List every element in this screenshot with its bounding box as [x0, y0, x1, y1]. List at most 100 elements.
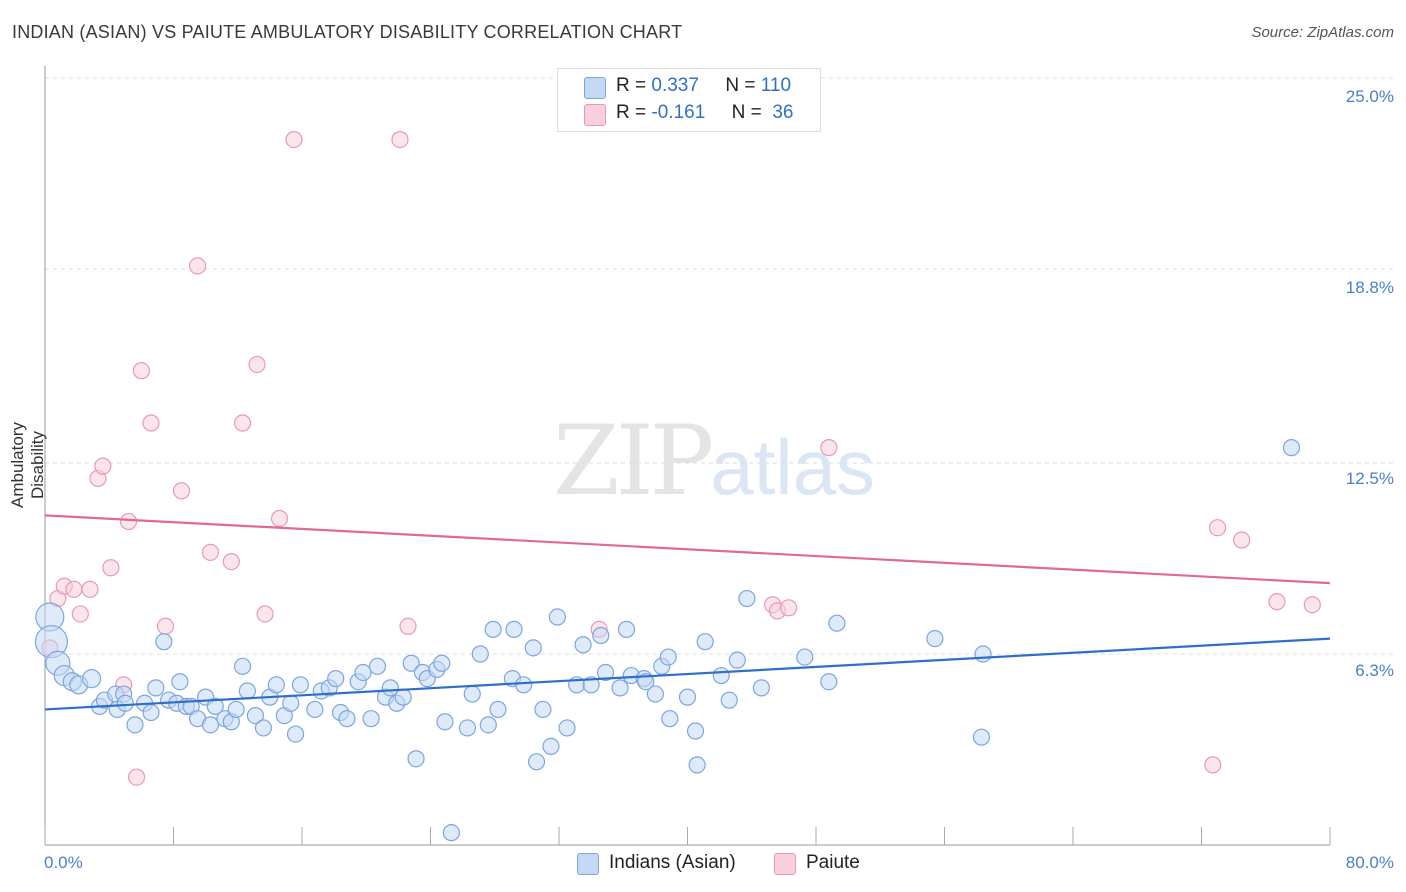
data-point-indians-asian [433, 654, 451, 672]
data-point-indians-asian [926, 629, 944, 648]
data-point-indians-asian [458, 719, 477, 737]
data-point-paiute [132, 362, 150, 380]
data-point-indians-asian [126, 716, 144, 734]
legend-n-value: 110 [760, 75, 792, 96]
data-point-indians-asian [728, 651, 746, 669]
data-point-indians-asian [972, 728, 991, 746]
data-point-indians-asian [81, 669, 102, 689]
data-point-indians-asian [659, 648, 677, 666]
y-tick-label-18-8: 18.8% [1345, 278, 1394, 297]
data-point-paiute [188, 257, 207, 275]
data-point-indians-asian [246, 707, 265, 725]
data-point-indians-asian [534, 700, 552, 719]
y-tick-label-6-3: 6.3% [1355, 661, 1394, 680]
data-point-indians-asian [678, 688, 697, 706]
data-point-indians-asian [394, 688, 412, 706]
trend-line-indians-asian [44, 637, 1331, 711]
data-point-paiute [1208, 519, 1227, 537]
data-point-indians-asian [338, 710, 356, 728]
series-swatch-paiute [774, 853, 796, 875]
data-point-indians-asian [661, 710, 679, 728]
data-point-indians-asian [442, 824, 460, 842]
data-point-indians-asian [558, 719, 576, 737]
data-point-paiute [820, 439, 838, 457]
data-point-paiute [81, 580, 99, 598]
data-point-indians-asian [974, 645, 992, 663]
data-point-paiute [391, 131, 409, 149]
data-point-indians-asian [381, 679, 399, 697]
x-tick-label-min: 0.0% [44, 853, 83, 872]
data-point-paiute [102, 559, 120, 577]
data-point-indians-asian [611, 679, 629, 697]
data-point-indians-asian [116, 694, 134, 712]
series-legend-indians-asian: Indians (Asian) [577, 852, 736, 875]
data-point-indians-asian [479, 716, 497, 734]
data-point-indians-asian [720, 691, 738, 709]
data-point-indians-asian [527, 753, 546, 771]
series-legend-paiute: Paiute [774, 852, 860, 875]
data-point-indians-asian [155, 633, 173, 651]
data-point-paiute [201, 543, 220, 561]
data-point-indians-asian [291, 676, 309, 694]
data-point-indians-asian [796, 648, 814, 666]
data-point-paiute [399, 617, 417, 635]
data-point-indians-asian [436, 713, 454, 731]
series-swatch-indians-asian [577, 853, 599, 875]
data-point-indians-asian [484, 620, 502, 638]
y-tick-label-25: 25.0% [1345, 87, 1394, 106]
data-point-indians-asian [574, 636, 592, 654]
data-point-paiute [285, 131, 303, 149]
data-point-paiute [142, 414, 160, 432]
data-point-paiute [256, 605, 274, 623]
data-point-paiute [1233, 531, 1251, 549]
data-point-indians-asian [171, 673, 189, 691]
legend-row-paiute: R = -0.161 N = 36 [616, 102, 793, 124]
data-point-indians-asian [142, 703, 160, 722]
data-point-indians-asian [646, 685, 664, 703]
data-point-paiute [270, 509, 289, 528]
data-point-indians-asian [463, 685, 481, 703]
legend-n-label: N = [731, 102, 762, 123]
data-point-paiute [156, 617, 175, 635]
legend-r-value: -0.161 [651, 102, 706, 123]
data-point-indians-asian [254, 719, 273, 737]
data-point-paiute [1268, 593, 1286, 611]
data-point-paiute [780, 599, 798, 617]
correlation-legend: R = 0.337 N = 110 R = -0.161 N = 36 [557, 68, 821, 132]
legend-r-label: R = [616, 102, 647, 123]
data-point-indians-asian [286, 725, 305, 743]
legend-r-value: 0.337 [651, 75, 699, 96]
data-point-indians-asian [820, 673, 838, 691]
data-point-indians-asian [227, 700, 245, 719]
legend-n-label: N = [725, 75, 756, 96]
data-point-paiute [172, 482, 191, 500]
data-point-indians-asian [489, 700, 507, 719]
data-point-paiute [65, 580, 83, 598]
data-point-indians-asian [548, 608, 566, 626]
y-axis-label: Ambulatory Disability [8, 422, 47, 508]
data-point-indians-asian [267, 676, 285, 694]
watermark-zip: ZIP [553, 405, 714, 517]
data-point-indians-asian [362, 710, 380, 728]
data-point-paiute [1303, 596, 1321, 614]
series-name-paiute: Paiute [806, 852, 860, 873]
data-point-indians-asian [238, 682, 256, 700]
data-point-indians-asian [402, 654, 420, 672]
legend-r-label: R = [616, 75, 647, 96]
legend-swatch-paiute [584, 104, 606, 126]
data-point-indians-asian [368, 657, 387, 675]
y-tick-label-12-5: 12.5% [1345, 469, 1394, 488]
data-point-indians-asian [688, 756, 706, 774]
data-point-paiute [119, 512, 138, 531]
data-point-paiute [222, 552, 240, 571]
data-point-indians-asian [617, 620, 636, 638]
legend-swatch-indians-asian [584, 77, 606, 99]
x-tick-label-max: 80.0% [1345, 853, 1394, 872]
data-point-paiute [233, 414, 252, 432]
data-point-indians-asian [306, 700, 324, 719]
data-point-indians-asian [354, 663, 372, 682]
data-point-indians-asian [637, 673, 655, 691]
data-point-indians-asian [233, 657, 252, 675]
legend-row-indians-asian: R = 0.337 N = 110 [616, 75, 791, 97]
